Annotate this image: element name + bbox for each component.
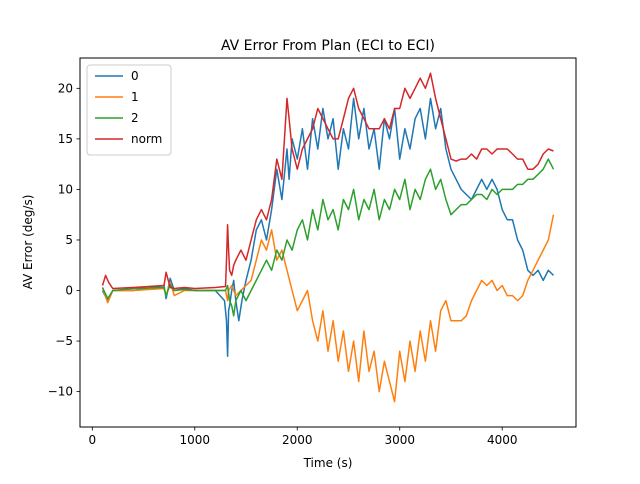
legend-box bbox=[86, 64, 172, 156]
series-line-norm bbox=[101, 72, 554, 290]
y-tick-label: 20 bbox=[58, 81, 73, 95]
x-axis-label: Time (s) bbox=[303, 456, 353, 470]
x-axis: 0 1000 2000 3000 4000 bbox=[88, 427, 517, 447]
plot-frame bbox=[79, 57, 577, 428]
x-tick-label: 1000 bbox=[180, 433, 211, 447]
x-tick-label: 3000 bbox=[384, 433, 415, 447]
legend: 0 1 2 norm bbox=[86, 64, 172, 156]
chart-title: AV Error From Plan (ECI to ECI) bbox=[221, 38, 435, 54]
legend-label-norm: norm bbox=[131, 132, 162, 146]
legend-label-0: 0 bbox=[131, 69, 139, 83]
series-line-0 bbox=[101, 97, 555, 357]
y-tick-label: 0 bbox=[65, 284, 73, 298]
series-line-2 bbox=[101, 158, 555, 317]
x-tick-label: 4000 bbox=[487, 433, 518, 447]
x-tick-label: 2000 bbox=[282, 433, 313, 447]
y-tick-label: −5 bbox=[55, 334, 73, 348]
y-tick-label: 15 bbox=[58, 132, 73, 146]
series-layer bbox=[101, 72, 555, 403]
y-tick-label: −10 bbox=[48, 385, 73, 399]
y-axis: −10 −5 0 5 10 15 20 bbox=[48, 81, 80, 399]
y-tick-label: 5 bbox=[65, 233, 73, 247]
y-tick-label: 10 bbox=[58, 182, 73, 196]
x-tick-label: 0 bbox=[88, 433, 96, 447]
legend-label-2: 2 bbox=[131, 111, 139, 125]
legend-label-1: 1 bbox=[131, 90, 139, 104]
y-axis-label: AV Error (deg/s) bbox=[21, 195, 35, 290]
